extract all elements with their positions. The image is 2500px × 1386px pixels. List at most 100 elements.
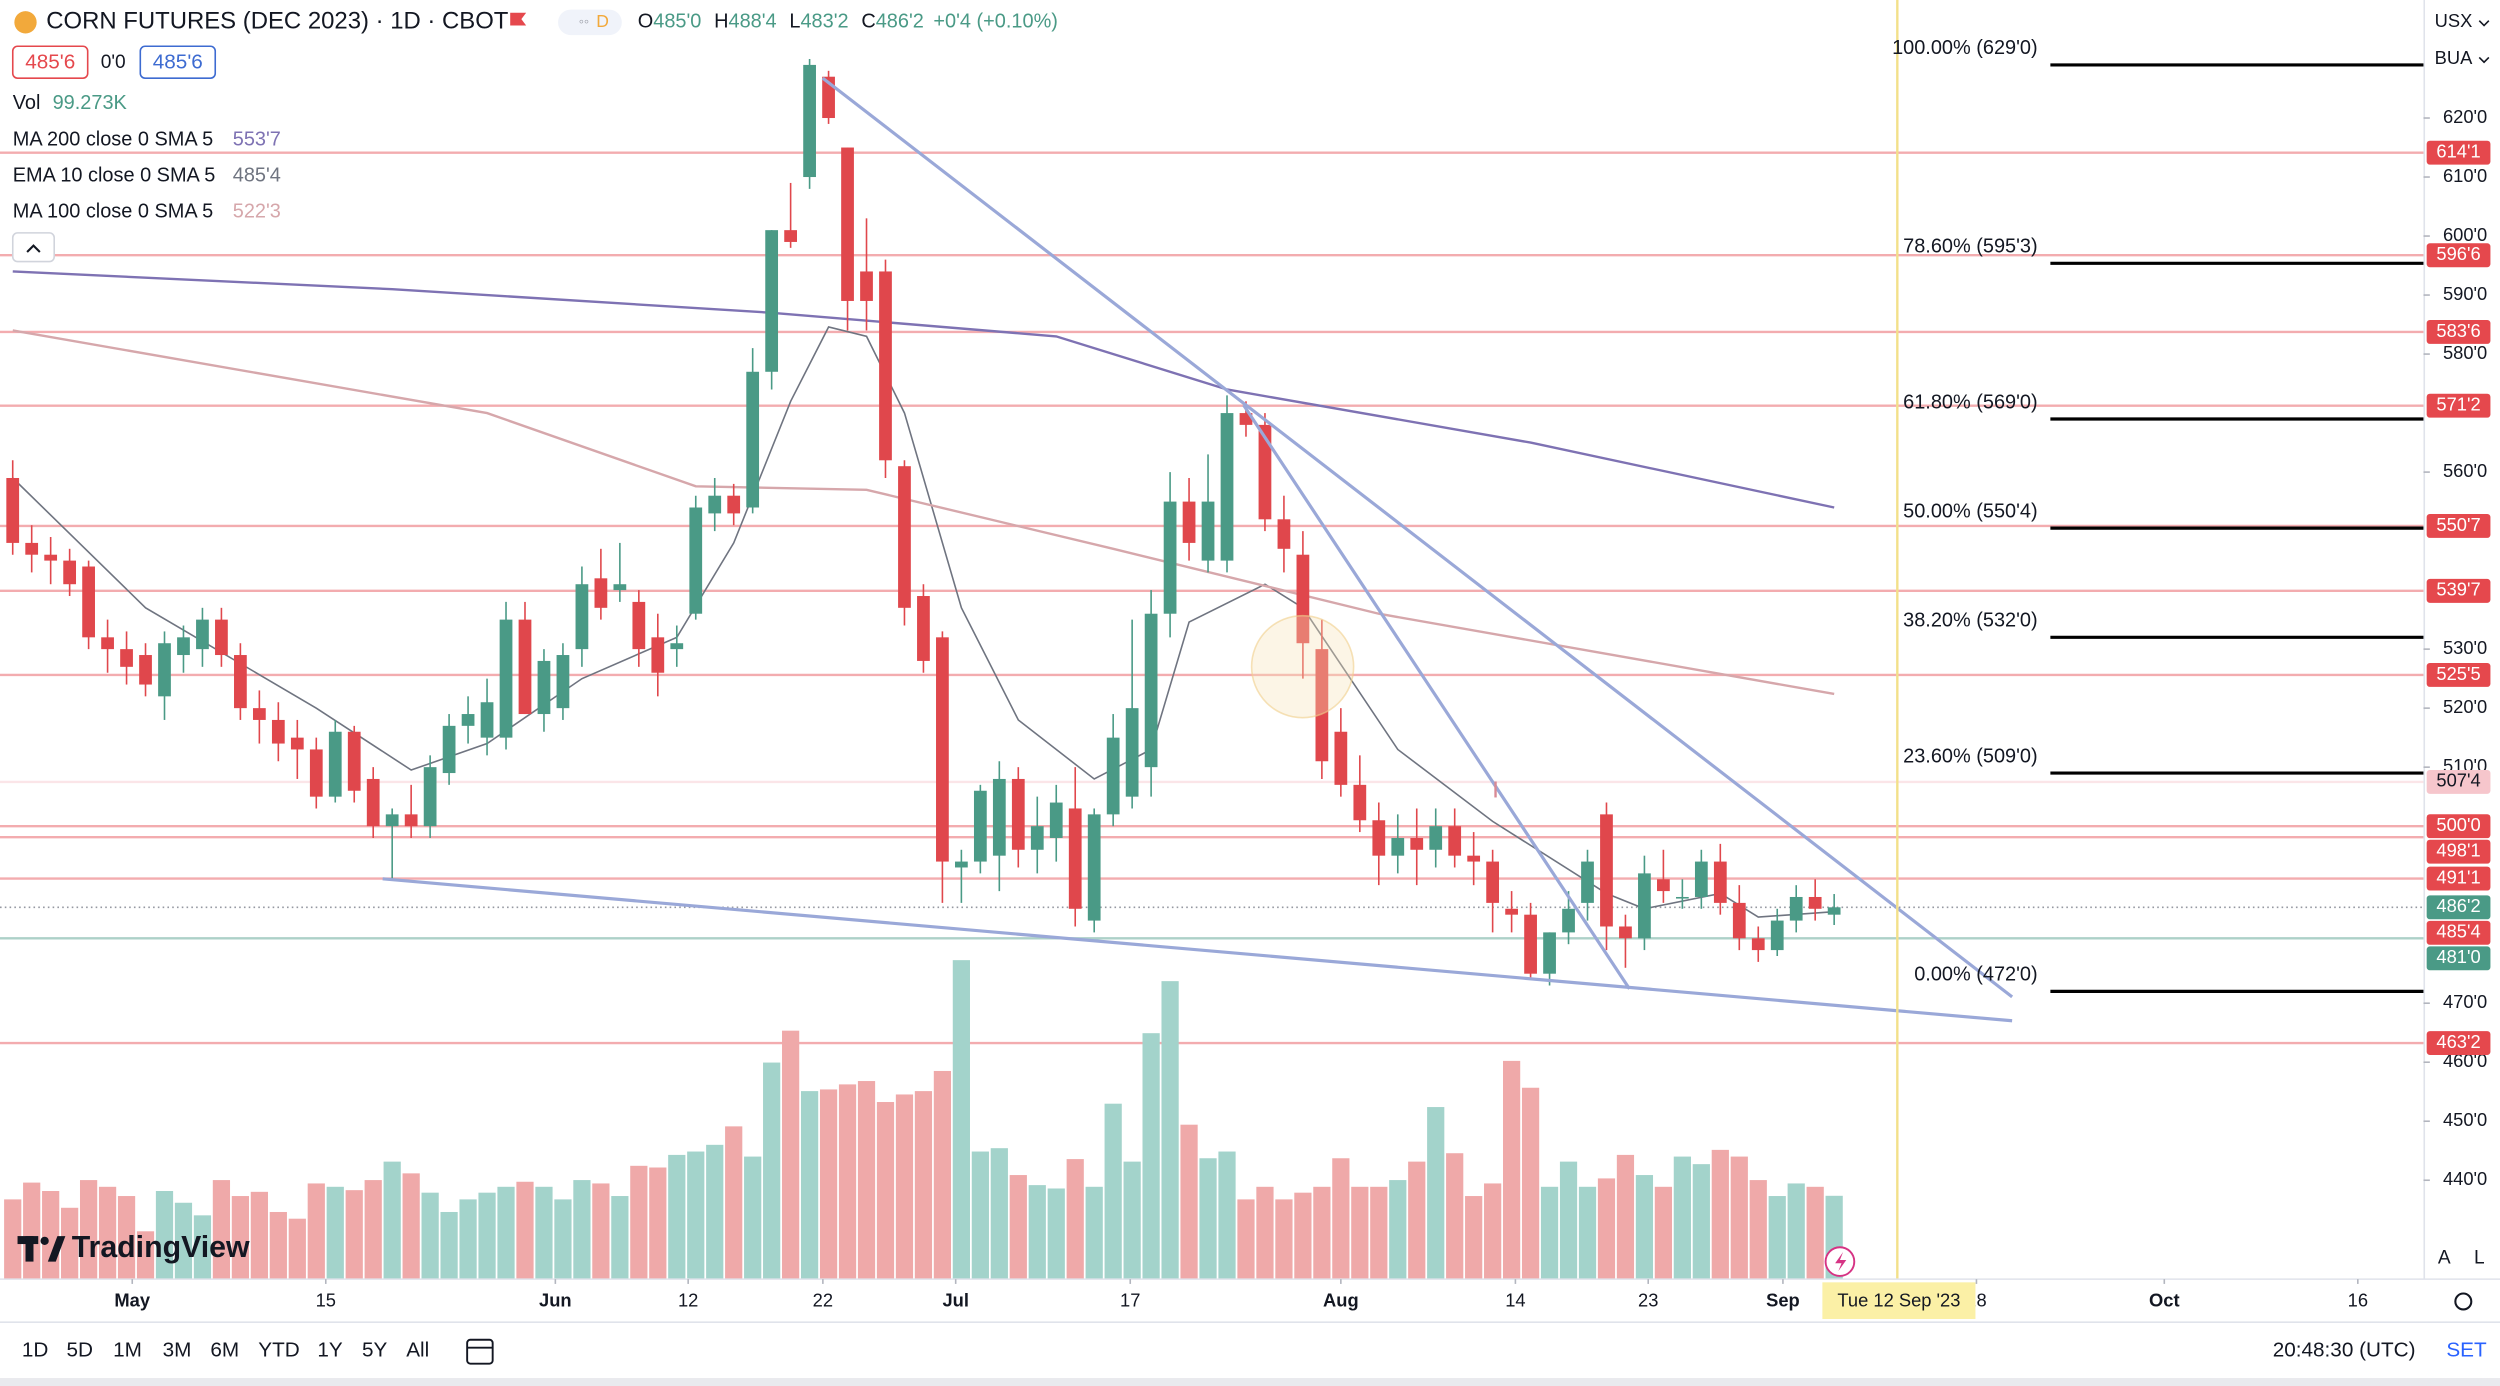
timeframe-button[interactable]: 6M bbox=[210, 1338, 239, 1361]
candle-body bbox=[101, 637, 114, 650]
candle-body bbox=[1315, 649, 1329, 762]
volume-bar bbox=[1256, 1186, 1274, 1280]
candle-body bbox=[252, 708, 266, 720]
logo-part bbox=[47, 1236, 66, 1262]
x-tick-label: Aug bbox=[1323, 1289, 1359, 1310]
volume-bar bbox=[630, 1165, 648, 1280]
fib-label: 38.20% (532'0) bbox=[1903, 610, 2037, 632]
candle-body bbox=[992, 778, 1006, 856]
logo-part bbox=[25, 1236, 34, 1262]
settings-link[interactable]: SET bbox=[2446, 1338, 2487, 1361]
timeframe-button[interactable]: YTD bbox=[258, 1338, 299, 1361]
volume-bar bbox=[61, 1207, 79, 1280]
candle-body bbox=[1334, 731, 1348, 785]
candle-body bbox=[309, 749, 323, 797]
x-tick-label: Oct bbox=[2149, 1289, 2180, 1310]
volume-bar bbox=[1806, 1186, 1824, 1280]
volume-bar bbox=[895, 1094, 914, 1280]
candle-body bbox=[1011, 778, 1025, 850]
candle-body bbox=[461, 714, 475, 726]
volume-bar bbox=[819, 1089, 838, 1280]
watermark: TradingView bbox=[17, 1231, 250, 1264]
x-tick-label: 23 bbox=[1638, 1289, 1658, 1310]
indicator-name: MA 100 close 0 SMA 5 bbox=[13, 200, 213, 222]
price-label-box bbox=[2426, 839, 2491, 864]
volume-bar bbox=[1294, 1192, 1312, 1280]
volume-bar bbox=[1047, 1188, 1065, 1280]
candle-body bbox=[613, 584, 627, 591]
indicator-line bbox=[12, 329, 1835, 696]
timeframe-button[interactable]: 3M bbox=[163, 1338, 192, 1361]
candle-body bbox=[575, 584, 589, 650]
volume-bar bbox=[1313, 1186, 1331, 1280]
candle-body bbox=[746, 371, 760, 508]
x-tick-label: 17 bbox=[1120, 1289, 1140, 1310]
timeframe-button[interactable]: 1M bbox=[113, 1338, 142, 1361]
timeframe-button[interactable]: 1Y bbox=[317, 1338, 343, 1361]
candle-body bbox=[215, 619, 228, 656]
settings-gear[interactable] bbox=[2454, 1292, 2473, 1311]
price-label: 539'7 bbox=[2436, 579, 2480, 600]
unit[interactable]: BUA bbox=[2435, 47, 2473, 68]
calendar-icon[interactable] bbox=[466, 1338, 494, 1365]
bid-box[interactable] bbox=[11, 45, 89, 79]
candle-body bbox=[328, 731, 342, 797]
currency[interactable]: USX bbox=[2435, 10, 2473, 31]
timeframe-button[interactable]: 5Y bbox=[362, 1338, 388, 1361]
volume-bar bbox=[668, 1154, 686, 1280]
candle-body bbox=[556, 655, 570, 709]
candle-body bbox=[499, 619, 513, 738]
ask-box[interactable] bbox=[139, 45, 217, 79]
timeframe-button[interactable]: 1D bbox=[22, 1338, 48, 1361]
header: CORN FUTURES (DEC 2023) · 1D · CBOT ◦◦ D… bbox=[11, 8, 1058, 263]
volume-bar bbox=[1123, 1161, 1141, 1280]
volume-bar bbox=[725, 1126, 743, 1280]
scale-button[interactable]: L bbox=[2474, 1247, 2485, 1268]
candle-body bbox=[234, 655, 247, 709]
candle-body bbox=[765, 230, 779, 372]
x-tick-label: May bbox=[114, 1289, 150, 1310]
volume-bar bbox=[1692, 1164, 1710, 1280]
candle-body bbox=[25, 542, 39, 555]
volume-bar bbox=[364, 1180, 382, 1280]
delay-flag[interactable]: D bbox=[596, 11, 609, 31]
fib-label: 23.60% (509'0) bbox=[1903, 745, 2037, 767]
volume-bar bbox=[497, 1186, 515, 1280]
candle-body bbox=[1353, 784, 1367, 821]
candle-body bbox=[670, 643, 684, 650]
candle-body bbox=[1410, 837, 1424, 850]
candle-body bbox=[1524, 914, 1537, 974]
candle-body bbox=[82, 566, 95, 638]
collapse-button[interactable] bbox=[11, 232, 56, 263]
candle-body bbox=[1429, 826, 1443, 850]
price-label: 498'1 bbox=[2436, 840, 2480, 861]
fib-label: 0.00% (472'0) bbox=[1914, 964, 2037, 986]
volume-bar bbox=[1389, 1180, 1407, 1280]
volume-bar bbox=[98, 1186, 117, 1280]
scale-button[interactable]: A bbox=[2438, 1247, 2451, 1268]
price-scale-header: USX BUA bbox=[2425, 0, 2500, 80]
timeframe-button[interactable]: All bbox=[406, 1338, 429, 1361]
candle-body bbox=[1239, 413, 1253, 425]
candle-body bbox=[879, 271, 892, 461]
volume-bar bbox=[1370, 1186, 1388, 1280]
candle-body bbox=[1391, 837, 1405, 856]
candle-body bbox=[594, 578, 608, 608]
indicator-value: 553'7 bbox=[233, 129, 281, 151]
volume-bar bbox=[421, 1192, 439, 1280]
timeframe-button[interactable]: 5D bbox=[66, 1338, 92, 1361]
candle-body bbox=[1163, 501, 1177, 614]
candle-body bbox=[1277, 519, 1291, 549]
price-label: 571'2 bbox=[2436, 394, 2480, 415]
alert-bolt bbox=[1835, 1252, 1847, 1272]
volume-bar bbox=[478, 1192, 496, 1280]
candle-body bbox=[651, 637, 665, 673]
candle-body bbox=[1068, 808, 1082, 909]
price-label-box bbox=[2426, 319, 2491, 344]
volume-bar bbox=[1654, 1186, 1673, 1280]
candle-body bbox=[537, 660, 551, 715]
price-label-box bbox=[2426, 513, 2491, 538]
watermark-text: TradingView bbox=[72, 1231, 250, 1264]
candle-body bbox=[1581, 861, 1594, 903]
